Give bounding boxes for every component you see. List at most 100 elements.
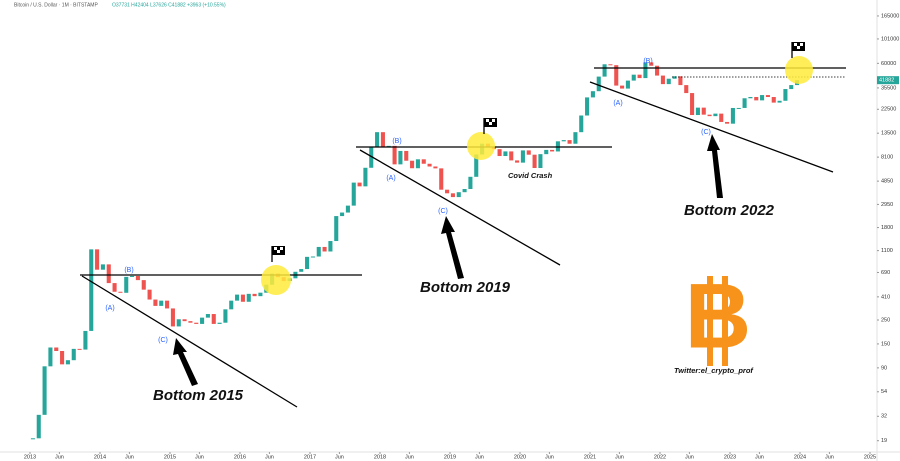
candle bbox=[450, 193, 455, 198]
y-tick-label: 690 bbox=[881, 270, 890, 276]
candle bbox=[194, 322, 199, 324]
candle bbox=[30, 438, 35, 440]
y-tick-label: 1800 bbox=[881, 225, 893, 231]
candle bbox=[223, 309, 228, 323]
annotation: Twitter:el_crypto_prof bbox=[674, 366, 754, 375]
ohlc-readout: O37731 H42404 L37626 C41882 +3963 (+10.5… bbox=[112, 2, 226, 8]
candle bbox=[719, 113, 724, 122]
candle bbox=[89, 249, 94, 331]
chart-title: Bitcoin / U.S. Dollar · 1M · BITSTAMP bbox=[14, 2, 98, 8]
y-tick-label: 22500 bbox=[881, 107, 896, 113]
candle bbox=[608, 64, 613, 66]
y-tick-label: 101000 bbox=[881, 36, 899, 42]
candle bbox=[620, 85, 625, 89]
candle bbox=[345, 205, 350, 213]
candle bbox=[340, 212, 345, 217]
candle bbox=[585, 97, 590, 116]
candle bbox=[690, 93, 695, 116]
candle bbox=[538, 154, 543, 169]
candle bbox=[637, 74, 642, 79]
annotation: Bottom 2022 bbox=[684, 202, 775, 219]
candle bbox=[561, 140, 566, 142]
wave-label: (B) bbox=[392, 138, 401, 145]
candle bbox=[410, 160, 415, 169]
candle bbox=[398, 150, 403, 165]
x-tick-label: Jun bbox=[405, 454, 414, 460]
flags bbox=[271, 42, 805, 262]
candle bbox=[375, 132, 380, 148]
candle bbox=[736, 107, 741, 109]
y-tick-label: 250 bbox=[881, 317, 890, 323]
candle bbox=[153, 299, 158, 306]
y-tick-label: 90 bbox=[881, 365, 887, 371]
candle bbox=[200, 317, 205, 324]
candle bbox=[77, 348, 82, 350]
x-tick-label: Jun bbox=[125, 454, 134, 460]
candle bbox=[211, 314, 216, 324]
candle bbox=[567, 140, 572, 144]
x-tick-label: Jun bbox=[615, 454, 624, 460]
candle bbox=[188, 321, 193, 323]
candle bbox=[124, 276, 129, 293]
candle bbox=[36, 414, 41, 439]
candle bbox=[590, 91, 595, 98]
candle bbox=[159, 300, 164, 306]
candle bbox=[65, 360, 70, 365]
candle bbox=[299, 269, 304, 272]
candle bbox=[695, 107, 700, 116]
candle bbox=[141, 280, 146, 290]
candle bbox=[760, 95, 765, 101]
highlights bbox=[261, 56, 813, 295]
annotation: Covid Crash bbox=[508, 171, 553, 180]
wave-label: (A) bbox=[105, 305, 114, 312]
candle bbox=[351, 182, 356, 206]
x-tick-label: 2024 bbox=[794, 454, 806, 460]
candle bbox=[176, 319, 181, 327]
y-tick-label: 60000 bbox=[881, 61, 896, 67]
candle bbox=[217, 322, 222, 324]
candle bbox=[328, 241, 333, 252]
candle bbox=[363, 167, 368, 187]
candle bbox=[252, 293, 257, 297]
candle bbox=[305, 256, 310, 270]
annotation: Bottom 2015 bbox=[153, 387, 244, 404]
candle bbox=[439, 168, 444, 190]
candle bbox=[357, 182, 362, 187]
arrow bbox=[707, 134, 723, 198]
flag bbox=[271, 246, 285, 262]
highlight bbox=[261, 265, 291, 295]
x-tick-label: 2022 bbox=[654, 454, 666, 460]
candle bbox=[707, 114, 712, 117]
candle bbox=[614, 65, 619, 86]
candle bbox=[170, 308, 175, 327]
x-tick-label: 2018 bbox=[374, 454, 386, 460]
highlight bbox=[785, 56, 813, 84]
candle bbox=[468, 176, 473, 190]
candle bbox=[783, 89, 788, 101]
candle bbox=[445, 189, 450, 194]
candle bbox=[643, 62, 648, 79]
x-tick-label: Jun bbox=[545, 454, 554, 460]
candle bbox=[672, 76, 677, 79]
candle bbox=[182, 319, 187, 322]
candle bbox=[730, 107, 735, 124]
x-tick-label: 2013 bbox=[24, 454, 36, 460]
candle bbox=[71, 348, 76, 361]
y-tick-label: 54 bbox=[881, 389, 887, 395]
x-tick-label: Jun bbox=[265, 454, 274, 460]
candle bbox=[526, 150, 531, 155]
candle bbox=[135, 275, 140, 281]
arrow bbox=[173, 338, 198, 386]
candle bbox=[625, 80, 630, 89]
y-tick-label: 13500 bbox=[881, 131, 896, 137]
candle bbox=[520, 150, 525, 163]
candle bbox=[316, 246, 321, 257]
candle bbox=[42, 366, 47, 415]
bitcoin-logo: B bbox=[685, 265, 751, 367]
x-tick-label: 2017 bbox=[304, 454, 316, 460]
candle bbox=[515, 160, 520, 163]
candle bbox=[725, 121, 730, 124]
x-tick-label: 2020 bbox=[514, 454, 526, 460]
candle bbox=[415, 159, 420, 169]
candle bbox=[678, 76, 683, 86]
